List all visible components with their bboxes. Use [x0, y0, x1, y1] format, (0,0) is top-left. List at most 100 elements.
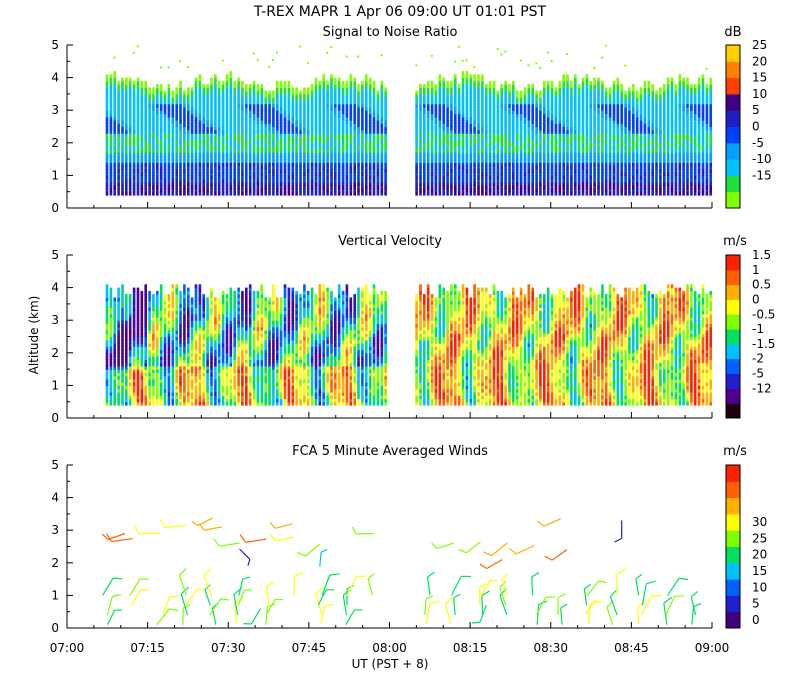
snr-cell	[419, 152, 422, 157]
snr-cell	[175, 123, 178, 128]
snr-cell	[295, 139, 298, 144]
snr-cell	[473, 90, 476, 95]
snr-cell	[299, 103, 302, 108]
snr-cell	[601, 110, 604, 115]
snr-cell	[175, 113, 178, 118]
snr-cell	[663, 188, 666, 193]
snr-cell	[574, 162, 577, 167]
snr-cell	[419, 142, 422, 147]
snr-cell	[570, 152, 573, 157]
snr-cell	[221, 188, 225, 193]
snr-cell	[473, 139, 476, 144]
snr-cell	[365, 191, 368, 196]
snr-cell	[187, 129, 190, 134]
snr-cell	[485, 106, 488, 111]
snr-cell	[581, 126, 585, 131]
snr-cell	[109, 133, 113, 137]
snr-cell	[268, 181, 271, 186]
snr-cell	[651, 123, 654, 128]
snr-cell	[276, 146, 279, 150]
snr-cell	[140, 110, 144, 115]
snr-cell	[682, 191, 685, 196]
snr-cell	[465, 175, 469, 180]
snr-cell	[659, 191, 662, 196]
snr-cell	[310, 146, 314, 150]
snr-cell	[322, 146, 325, 150]
snr-cell	[574, 146, 577, 150]
snr-cell	[485, 168, 488, 173]
snr-cell	[368, 191, 372, 196]
snr-cell	[229, 71, 233, 75]
snr-cell	[229, 185, 233, 190]
snr-cell	[438, 172, 442, 176]
snr-cell	[241, 123, 244, 128]
snr-cell	[272, 178, 275, 183]
snr-cell	[136, 97, 140, 102]
snr-cell	[423, 168, 426, 173]
snr-cell	[500, 123, 503, 128]
snr-cell	[562, 116, 565, 121]
snr-cell	[125, 162, 128, 167]
snr-cell	[620, 103, 623, 108]
snr-cell	[469, 172, 473, 176]
snr-cell	[295, 191, 298, 196]
snr-cell	[349, 139, 353, 144]
snr-cell	[272, 120, 275, 124]
snr-cell	[566, 77, 569, 82]
snr-cell	[527, 139, 531, 144]
snr-cell	[488, 110, 492, 115]
snr-cell	[454, 77, 457, 82]
snr-cell	[136, 149, 140, 154]
snr-cell	[283, 136, 287, 141]
snr-cell	[353, 136, 356, 141]
snr-cell	[519, 120, 523, 124]
snr-cell	[341, 103, 345, 108]
snr-cell	[438, 84, 442, 88]
snr-cell	[210, 84, 213, 88]
snr-cell	[624, 168, 627, 173]
snr-cell	[562, 181, 565, 186]
snr-cell	[612, 185, 616, 190]
snr-cell	[643, 123, 647, 128]
snr-cell	[597, 87, 600, 92]
snr-cell	[419, 165, 422, 170]
snr-cell	[264, 97, 267, 102]
snr-cell	[496, 129, 500, 134]
snr-cell	[597, 100, 600, 105]
snr-cell	[632, 162, 635, 167]
snr-cell	[326, 90, 329, 95]
snr-cell	[291, 159, 295, 163]
snr-cell	[415, 159, 418, 163]
snr-cell	[454, 110, 457, 115]
snr-cell	[229, 159, 233, 163]
snr-cell	[210, 133, 213, 137]
snr-cell	[512, 90, 515, 95]
snr-cell	[512, 142, 515, 147]
snr-cell	[585, 136, 589, 141]
snr-cell	[225, 100, 229, 105]
snr-cell	[655, 113, 658, 118]
snr-cell	[670, 123, 674, 128]
snr-cell	[233, 87, 236, 92]
snr-cell	[279, 129, 283, 134]
snr-cell	[481, 159, 484, 163]
snr-cell	[562, 149, 565, 154]
snr-cell	[419, 146, 422, 150]
snr-cell	[554, 149, 558, 154]
snr-cell	[190, 178, 194, 183]
snr-cell	[593, 80, 596, 85]
snr-cell	[485, 123, 488, 128]
snr-cell	[214, 106, 217, 111]
snr-cell	[589, 87, 592, 92]
snr-cell	[546, 97, 550, 102]
snr-cell	[380, 90, 384, 95]
snr-cell	[446, 191, 449, 196]
snr-cell	[682, 172, 685, 176]
snr-cell	[666, 133, 670, 137]
snr-cell	[175, 90, 178, 95]
snr-cell	[202, 142, 205, 147]
snr-cell	[326, 120, 329, 124]
snr-cell	[349, 188, 353, 193]
snr-cell	[423, 129, 426, 134]
snr-cell	[121, 181, 124, 186]
